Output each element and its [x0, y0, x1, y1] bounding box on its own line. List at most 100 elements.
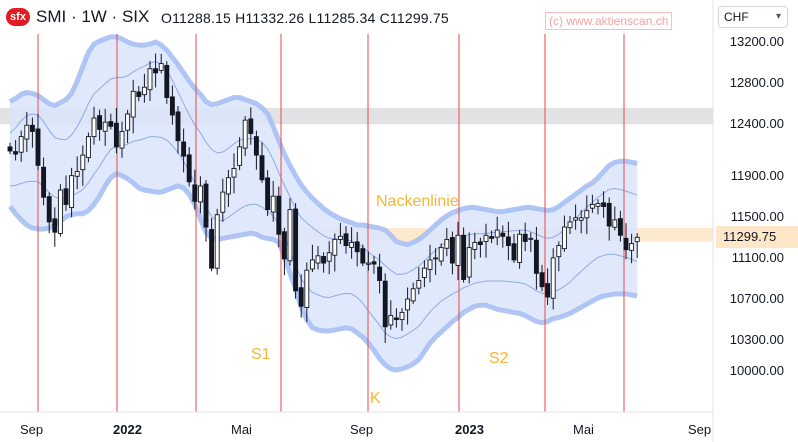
candle-body: [601, 202, 607, 207]
x-tick-label: Mai: [231, 422, 252, 437]
candle-body: [136, 91, 142, 97]
candle-body: [197, 185, 203, 203]
close-label: C: [379, 10, 390, 26]
candle-body: [629, 243, 635, 251]
x-tick-label: Sep: [350, 422, 374, 437]
neckline-annotation: Nackenlinie: [376, 193, 459, 210]
candle-body: [41, 166, 47, 198]
candle-body: [343, 233, 349, 247]
candle-body: [113, 122, 119, 148]
candle-body: [287, 209, 293, 262]
candle-body: [29, 124, 35, 132]
candle-body: [545, 283, 551, 298]
head-annotation: K: [370, 390, 381, 407]
open-value: 11288.15: [172, 10, 232, 26]
low-label: L: [308, 10, 317, 26]
close-value: 11299.75: [389, 10, 449, 26]
candle-body: [377, 266, 383, 281]
candle-body: [449, 237, 455, 264]
candle-body: [539, 272, 545, 288]
marker-lines-layer: [37, 34, 625, 412]
candle-body: [214, 214, 220, 269]
candle-body: [203, 183, 209, 228]
symbol-title[interactable]: SMI · 1W · SIX: [36, 7, 150, 26]
candle-body: [192, 184, 198, 202]
candle-body: [253, 136, 259, 156]
candle-body: [584, 210, 590, 219]
candles-layer: [7, 53, 640, 344]
candle-body: [494, 229, 500, 238]
candle-body: [80, 154, 86, 171]
candle-body: [147, 68, 153, 91]
open-label: O: [161, 10, 173, 26]
candle-body: [500, 232, 506, 237]
candle-body: [57, 189, 63, 234]
candle-body: [91, 117, 97, 138]
candle-body: [265, 177, 271, 211]
candle-body: [371, 261, 377, 265]
candle-body: [444, 238, 450, 249]
candle-body: [63, 188, 69, 205]
x-tick-label: 2023: [455, 422, 484, 437]
chevron-down-icon: ▾: [775, 11, 781, 22]
candle-body: [298, 287, 304, 307]
exchange-logo-icon: sfx: [6, 8, 30, 26]
candle-body: [421, 267, 427, 278]
candle-body: [225, 177, 231, 195]
current-price-tag: 11299.75: [716, 226, 798, 249]
candle-body: [337, 235, 343, 240]
candle-body: [505, 236, 511, 247]
candle-body: [573, 217, 579, 221]
candle-body: [24, 124, 30, 140]
candle-body: [461, 234, 467, 280]
bollinger-lower-band: [8, 171, 638, 373]
candle-body: [416, 280, 422, 289]
candle-body: [612, 219, 618, 228]
candle-body: [382, 280, 388, 328]
candle-body: [186, 154, 192, 183]
candle-body: [281, 231, 287, 260]
bollinger-inner-upper: [9, 60, 638, 275]
y-tick-label: 11500.00: [730, 208, 784, 224]
candle-body: [455, 234, 461, 266]
candle-body: [326, 252, 332, 262]
candle-body: [293, 208, 299, 292]
candle-body: [360, 248, 366, 264]
candle-body: [477, 241, 483, 245]
candle-body: [169, 96, 175, 116]
candle-body: [315, 255, 321, 264]
candle-body: [427, 259, 433, 270]
candle-body: [270, 195, 276, 213]
candle-body: [175, 111, 181, 142]
candle-body: [556, 245, 562, 258]
low-value: 11285.34: [316, 10, 376, 26]
bollinger-band-layer: [8, 34, 638, 373]
candle-body: [276, 195, 282, 235]
candle-body: [522, 233, 528, 242]
candle-body: [125, 113, 131, 131]
candle-body: [153, 68, 159, 74]
high-label: H: [235, 10, 246, 26]
candle-body: [52, 218, 58, 233]
candle-body: [606, 202, 612, 227]
candle-body: [634, 236, 640, 243]
x-tick-label: Sep: [20, 422, 44, 437]
candle-body: [617, 218, 623, 236]
currency-value: CHF: [724, 10, 749, 24]
candle-body: [242, 119, 248, 149]
candle-body: [97, 115, 103, 130]
candle-body: [561, 226, 567, 250]
currency-selector[interactable]: CHF ▾: [718, 6, 788, 28]
candle-body: [209, 229, 215, 269]
candle-body: [405, 298, 411, 311]
candle-body: [259, 155, 265, 181]
candle-body: [466, 247, 472, 278]
shoulder-2-annotation: S2: [489, 350, 509, 367]
y-tick-label: 12800.00: [729, 75, 784, 91]
candle-body: [130, 90, 136, 118]
chart-header: sfx SMI · 1W · SIX O11288.15 H11332.26 L…: [0, 0, 560, 34]
candle-body: [7, 146, 13, 152]
x-tick-label: Mai: [573, 422, 594, 437]
candle-body: [46, 196, 52, 223]
